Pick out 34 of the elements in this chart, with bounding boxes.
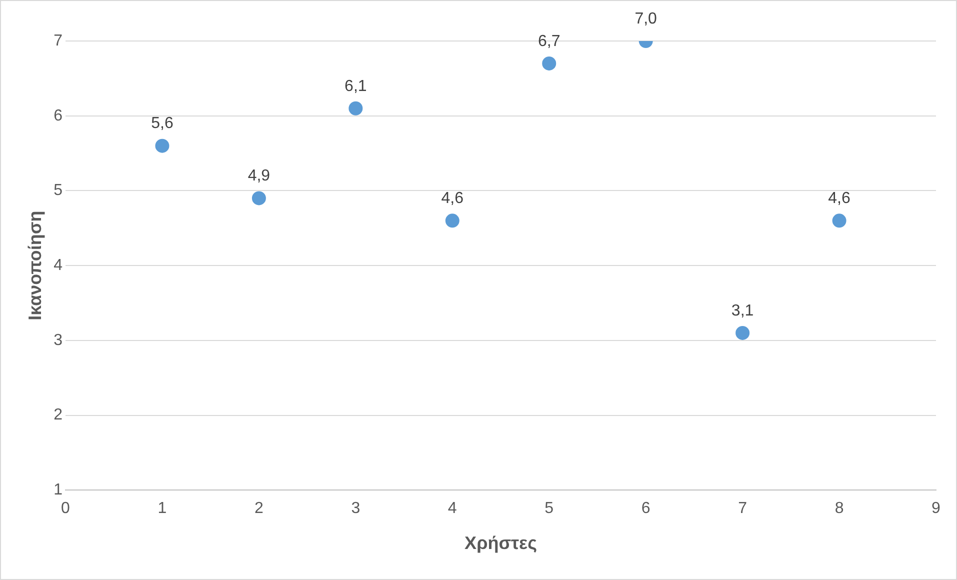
y-tick-label: 3 xyxy=(54,332,63,349)
point xyxy=(832,214,846,228)
data-label: 7,0 xyxy=(634,10,658,28)
x-tick-label: 5 xyxy=(544,500,554,518)
y-tick-label: 1 xyxy=(54,482,63,499)
point xyxy=(445,214,460,228)
point xyxy=(155,138,170,153)
data-label: 6,1 xyxy=(344,78,367,95)
x-tick-label: 9 xyxy=(932,500,941,518)
point xyxy=(736,326,750,340)
y-tick-label: 7 xyxy=(54,32,63,50)
data-label: 4,9 xyxy=(248,168,270,185)
x-tick-label: 2 xyxy=(254,500,264,518)
x-axis-title: Χρήστες xyxy=(464,533,537,554)
data-label: 4,6 xyxy=(441,190,464,208)
y-tick-label: 2 xyxy=(54,406,63,424)
data-label: 6,7 xyxy=(538,32,560,50)
y-tick-label: 6 xyxy=(54,107,63,124)
x-tick-label: 3 xyxy=(351,500,360,518)
y-axis-title: Ικανοποίηση xyxy=(24,210,45,320)
point xyxy=(252,191,266,206)
data-label: 4,6 xyxy=(828,190,850,208)
y-tick-label: 4 xyxy=(54,257,63,274)
point xyxy=(542,56,556,70)
point xyxy=(348,101,363,116)
x-tick-label: 6 xyxy=(641,500,650,518)
x-tick-label: 7 xyxy=(738,500,748,518)
y-tick-label: 5 xyxy=(54,182,63,200)
data-label: 5,6 xyxy=(151,115,174,132)
x-tick-label: 8 xyxy=(834,500,844,518)
x-tick-label: 0 xyxy=(61,500,70,518)
x-tick-label: 4 xyxy=(448,500,457,518)
data-label: 3,1 xyxy=(731,302,754,320)
x-tick-label: 1 xyxy=(158,500,167,518)
